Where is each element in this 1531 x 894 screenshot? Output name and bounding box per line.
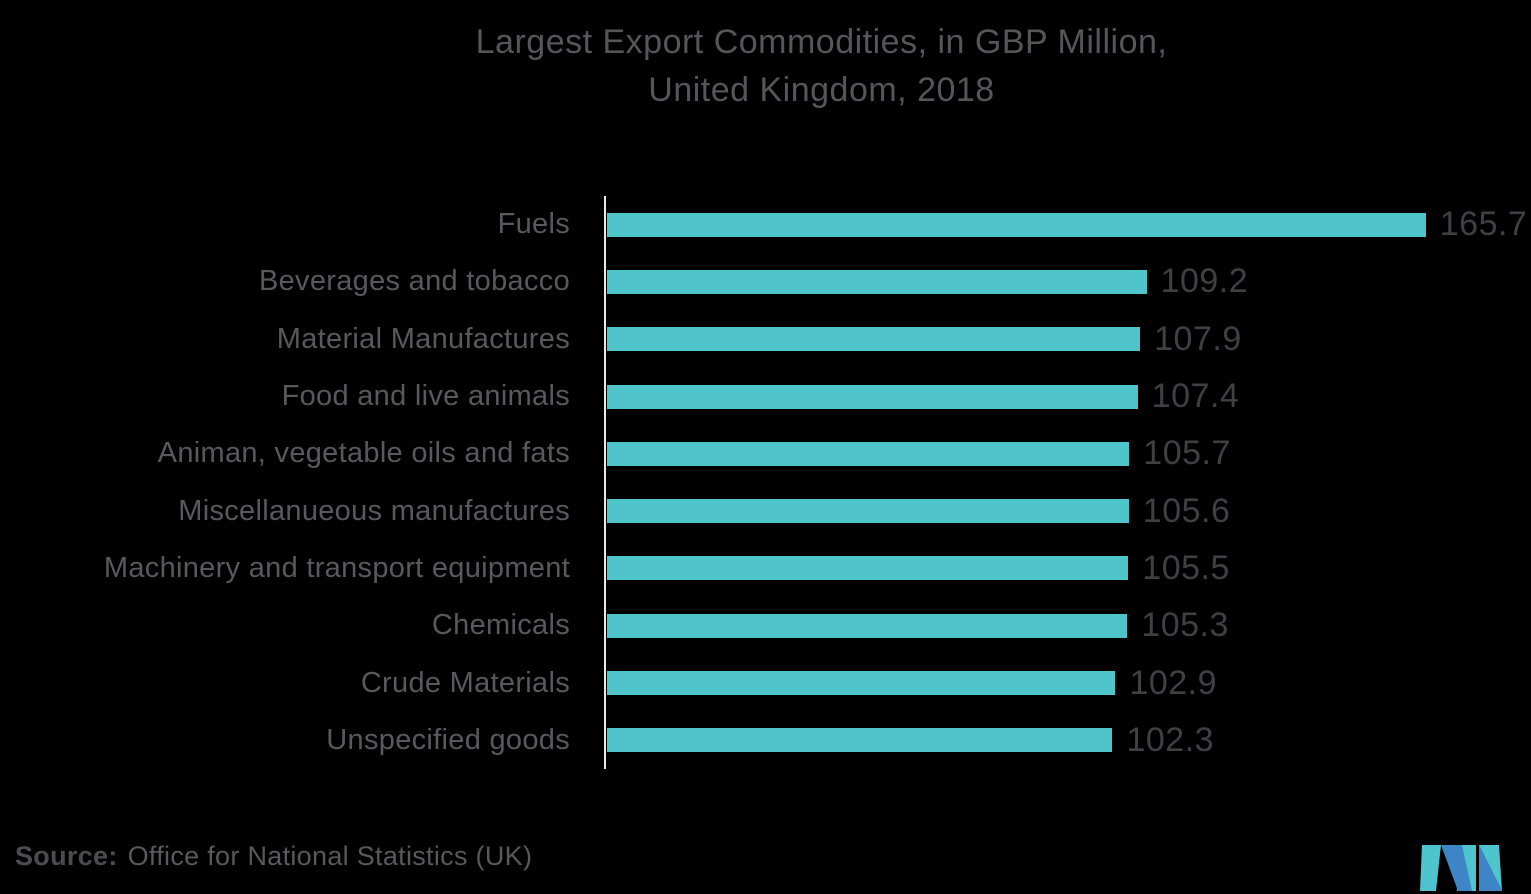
category-label: Machinery and transport equipment	[103, 551, 570, 584]
bar-chart: Fuels 165.7 Beverages and tobacco 109.2 Mate…	[0, 196, 1531, 769]
category-label: Crude Materials	[360, 666, 570, 699]
source-note: Source: Office for National Statistics (U…	[15, 841, 532, 872]
bar	[607, 384, 1138, 409]
bar	[607, 441, 1130, 466]
logo-diagonal	[1441, 845, 1472, 891]
chart-row: Crude Materials 102.9	[0, 654, 1531, 711]
chart-row: Fuels 165.7	[0, 196, 1531, 253]
category-label: Food and live animals	[281, 380, 570, 413]
chart-row: Beverages and tobacco 109.2	[0, 253, 1531, 310]
category-label: Miscellanueous manufactures	[178, 494, 570, 527]
category-label: Fuels	[497, 208, 570, 241]
category-label: Chemicals	[431, 609, 570, 642]
chart-rows: Fuels 165.7 Beverages and tobacco 109.2 Mate…	[0, 196, 1531, 769]
chart-row: Animan, vegetable oils and fats 105.7	[0, 425, 1531, 482]
value-label: 102.3	[1126, 720, 1215, 759]
chart-row: Unspecified goods 102.3	[0, 712, 1531, 769]
logo-left-leg	[1420, 845, 1441, 891]
value-label: 107.4	[1151, 377, 1240, 416]
category-label: Material Manufactures	[276, 322, 570, 355]
bar	[607, 556, 1129, 581]
chart-row: Chemicals 105.3	[0, 597, 1531, 654]
chart-title: Largest Export Commodities, in GBP Milli…	[112, 18, 1531, 114]
chart-row: Machinery and transport equipment 105.5	[0, 540, 1531, 597]
value-label: 105.5	[1142, 548, 1230, 587]
category-label: Animan, vegetable oils and fats	[157, 437, 570, 470]
source-text: Office for National Statistics (UK)	[127, 841, 533, 871]
chart-title-line1: Largest Export Commodities, in GBP Milli…	[475, 23, 1168, 61]
value-label: 102.9	[1129, 663, 1218, 702]
chart-row: Material Manufactures 107.9	[0, 311, 1531, 368]
chart-title-line2: United Kingdom, 2018	[648, 71, 995, 109]
chart-row: Miscellanueous manufactures 105.6	[0, 482, 1531, 539]
bar	[607, 212, 1426, 237]
bar	[607, 613, 1128, 638]
value-label: 107.9	[1154, 319, 1242, 358]
bar	[607, 728, 1113, 753]
bar	[607, 327, 1141, 352]
value-label: 105.3	[1141, 606, 1229, 645]
category-label: Beverages and tobacco	[258, 265, 570, 298]
bar	[607, 671, 1116, 696]
value-label: 105.6	[1142, 491, 1231, 530]
bar	[607, 499, 1129, 524]
logo-right-lower	[1479, 845, 1502, 891]
value-label: 105.7	[1143, 434, 1231, 473]
value-label: 109.2	[1160, 262, 1249, 301]
category-label: Unspecified goods	[326, 723, 570, 756]
chart-row: Food and live animals 107.4	[0, 368, 1531, 425]
bar	[607, 269, 1147, 294]
brand-logo	[1420, 845, 1502, 891]
y-axis-line	[604, 196, 606, 769]
source-label: Source:	[15, 841, 118, 871]
value-label: 165.7	[1439, 205, 1528, 244]
